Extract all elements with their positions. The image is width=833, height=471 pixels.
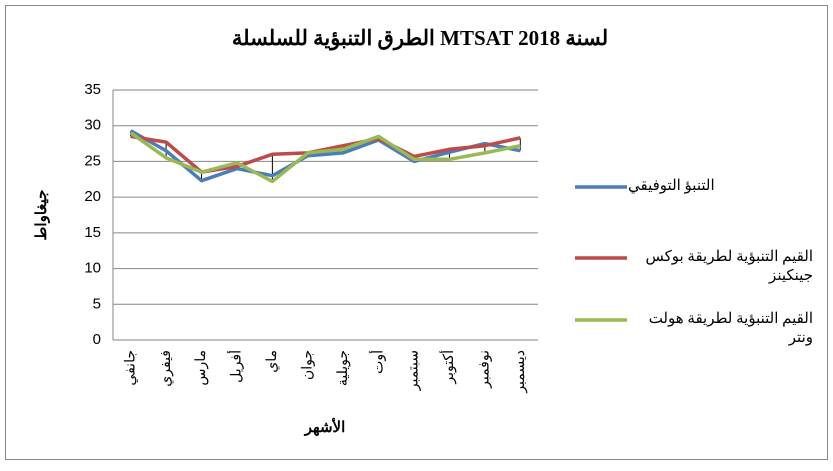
x-axis-label: الأشهر xyxy=(304,417,345,436)
x-tick-label: جانفي xyxy=(121,350,137,386)
x-tick-label: جويلية xyxy=(334,350,351,386)
x-tick-label: ديسمبر xyxy=(511,350,528,394)
x-tick-label: سبتمبر xyxy=(405,350,422,391)
legend-item: التنبؤ التوفيقي xyxy=(628,178,715,194)
x-tick-label: جوان xyxy=(298,350,315,380)
legend-item: القيم التنبؤية لطريقة هولت ونتر xyxy=(648,311,813,346)
y-tick-label: 5 xyxy=(93,295,101,312)
y-axis-label: جيغاواط xyxy=(33,190,50,241)
series-line xyxy=(130,134,521,174)
y-tick-label: 0 xyxy=(93,331,101,348)
y-tick-label: 10 xyxy=(84,260,101,277)
y-tick-label: 30 xyxy=(84,117,101,134)
legend-label: القيم التنبؤية لطريقة بوكس جينكينز xyxy=(645,249,813,284)
y-tick-label: 35 xyxy=(84,81,101,98)
chart-title: الطرق التنبؤية للسلسلة MTSAT لسنة 2018 xyxy=(232,26,608,51)
x-tick-label: فيفري xyxy=(157,350,174,387)
x-tick-label: نوفمبر xyxy=(476,350,493,389)
legend-item: القيم التنبؤية لطريقة بوكس جينكينز xyxy=(645,249,813,284)
y-tick-label: 25 xyxy=(84,152,101,169)
x-tick-label: أكتوبر xyxy=(438,350,457,385)
x-tick-label: أفريل xyxy=(226,350,245,383)
legend-label: التنبؤ التوفيقي xyxy=(628,178,715,194)
x-tick-label: مارس xyxy=(192,350,209,386)
x-tick-label: ماي xyxy=(263,350,279,373)
series-line xyxy=(129,131,521,184)
y-tick-label: 20 xyxy=(84,188,101,205)
legend-label: القيم التنبؤية لطريقة هولت ونتر xyxy=(648,311,813,346)
y-tick-label: 15 xyxy=(84,224,101,241)
series-line xyxy=(129,129,521,183)
x-tick-label: أوت xyxy=(367,350,386,374)
